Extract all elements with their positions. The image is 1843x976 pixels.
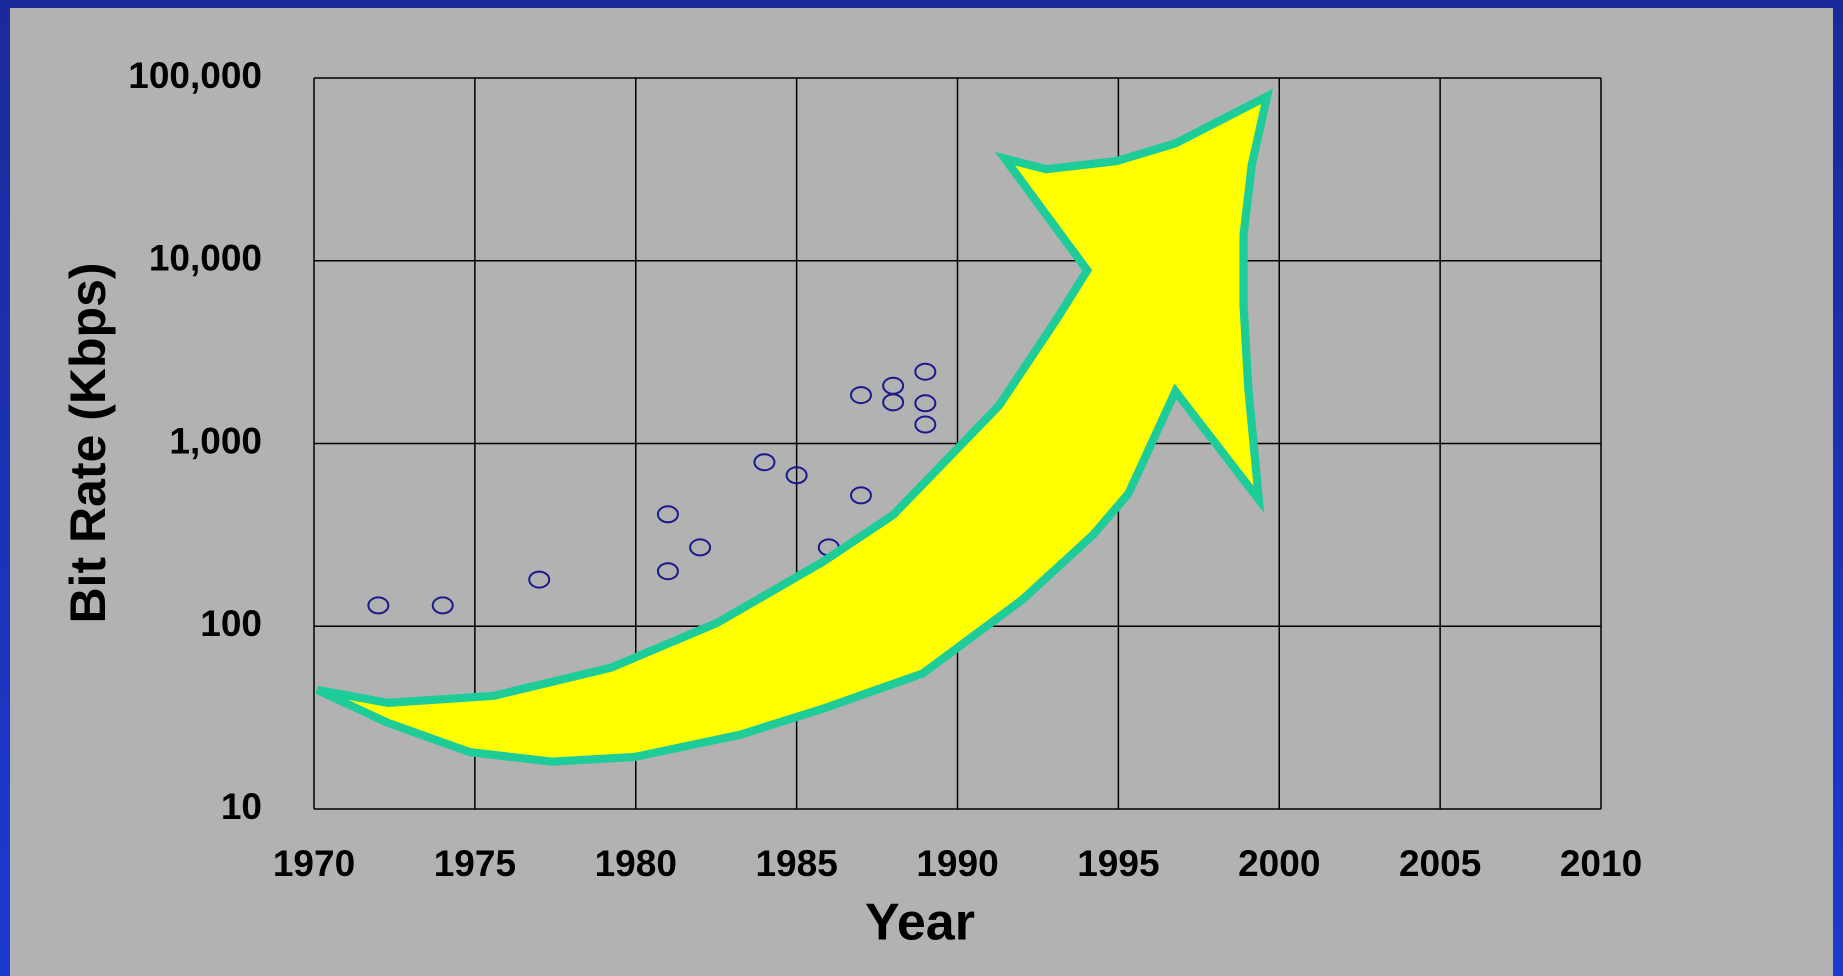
data-point	[658, 506, 678, 522]
x-tick-label: 2010	[1560, 843, 1642, 884]
data-point	[658, 563, 678, 579]
y-tick-label: 10,000	[149, 238, 262, 279]
data-point	[754, 454, 774, 470]
data-point	[915, 417, 935, 433]
x-tick-label: 1985	[755, 843, 837, 884]
data-point	[915, 395, 935, 411]
data-point	[851, 487, 871, 503]
y-tick-label: 1,000	[169, 420, 262, 461]
y-tick-label: 100,000	[128, 55, 262, 96]
y-tick-label: 10	[221, 786, 262, 827]
data-point	[915, 364, 935, 380]
data-point	[883, 378, 903, 394]
data-point	[851, 387, 871, 403]
data-point	[433, 597, 453, 613]
trend-arrow	[317, 96, 1267, 761]
x-tick-label: 1980	[595, 843, 677, 884]
y-axis-title: Bit Rate (Kbps)	[60, 262, 116, 623]
x-tick-label: 1990	[916, 843, 998, 884]
x-tick-label: 1975	[434, 843, 516, 884]
x-tick-label: 1995	[1077, 843, 1159, 884]
x-tick-label: 1970	[273, 843, 355, 884]
x-tick-label: 2005	[1399, 843, 1481, 884]
page: Year Bit Rate (Kbps) 10 100 1,000 10,000 100…	[0, 0, 1843, 976]
data-point	[529, 572, 549, 588]
x-axis-title: Year	[865, 894, 975, 952]
x-tick-label: 2000	[1238, 843, 1320, 884]
data-point	[690, 539, 710, 555]
chart: Year Bit Rate (Kbps) 10 100 1,000 10,000 100…	[0, 0, 1843, 976]
y-tick-label: 100	[200, 603, 262, 644]
data-point	[883, 394, 903, 410]
data-point	[368, 597, 388, 613]
